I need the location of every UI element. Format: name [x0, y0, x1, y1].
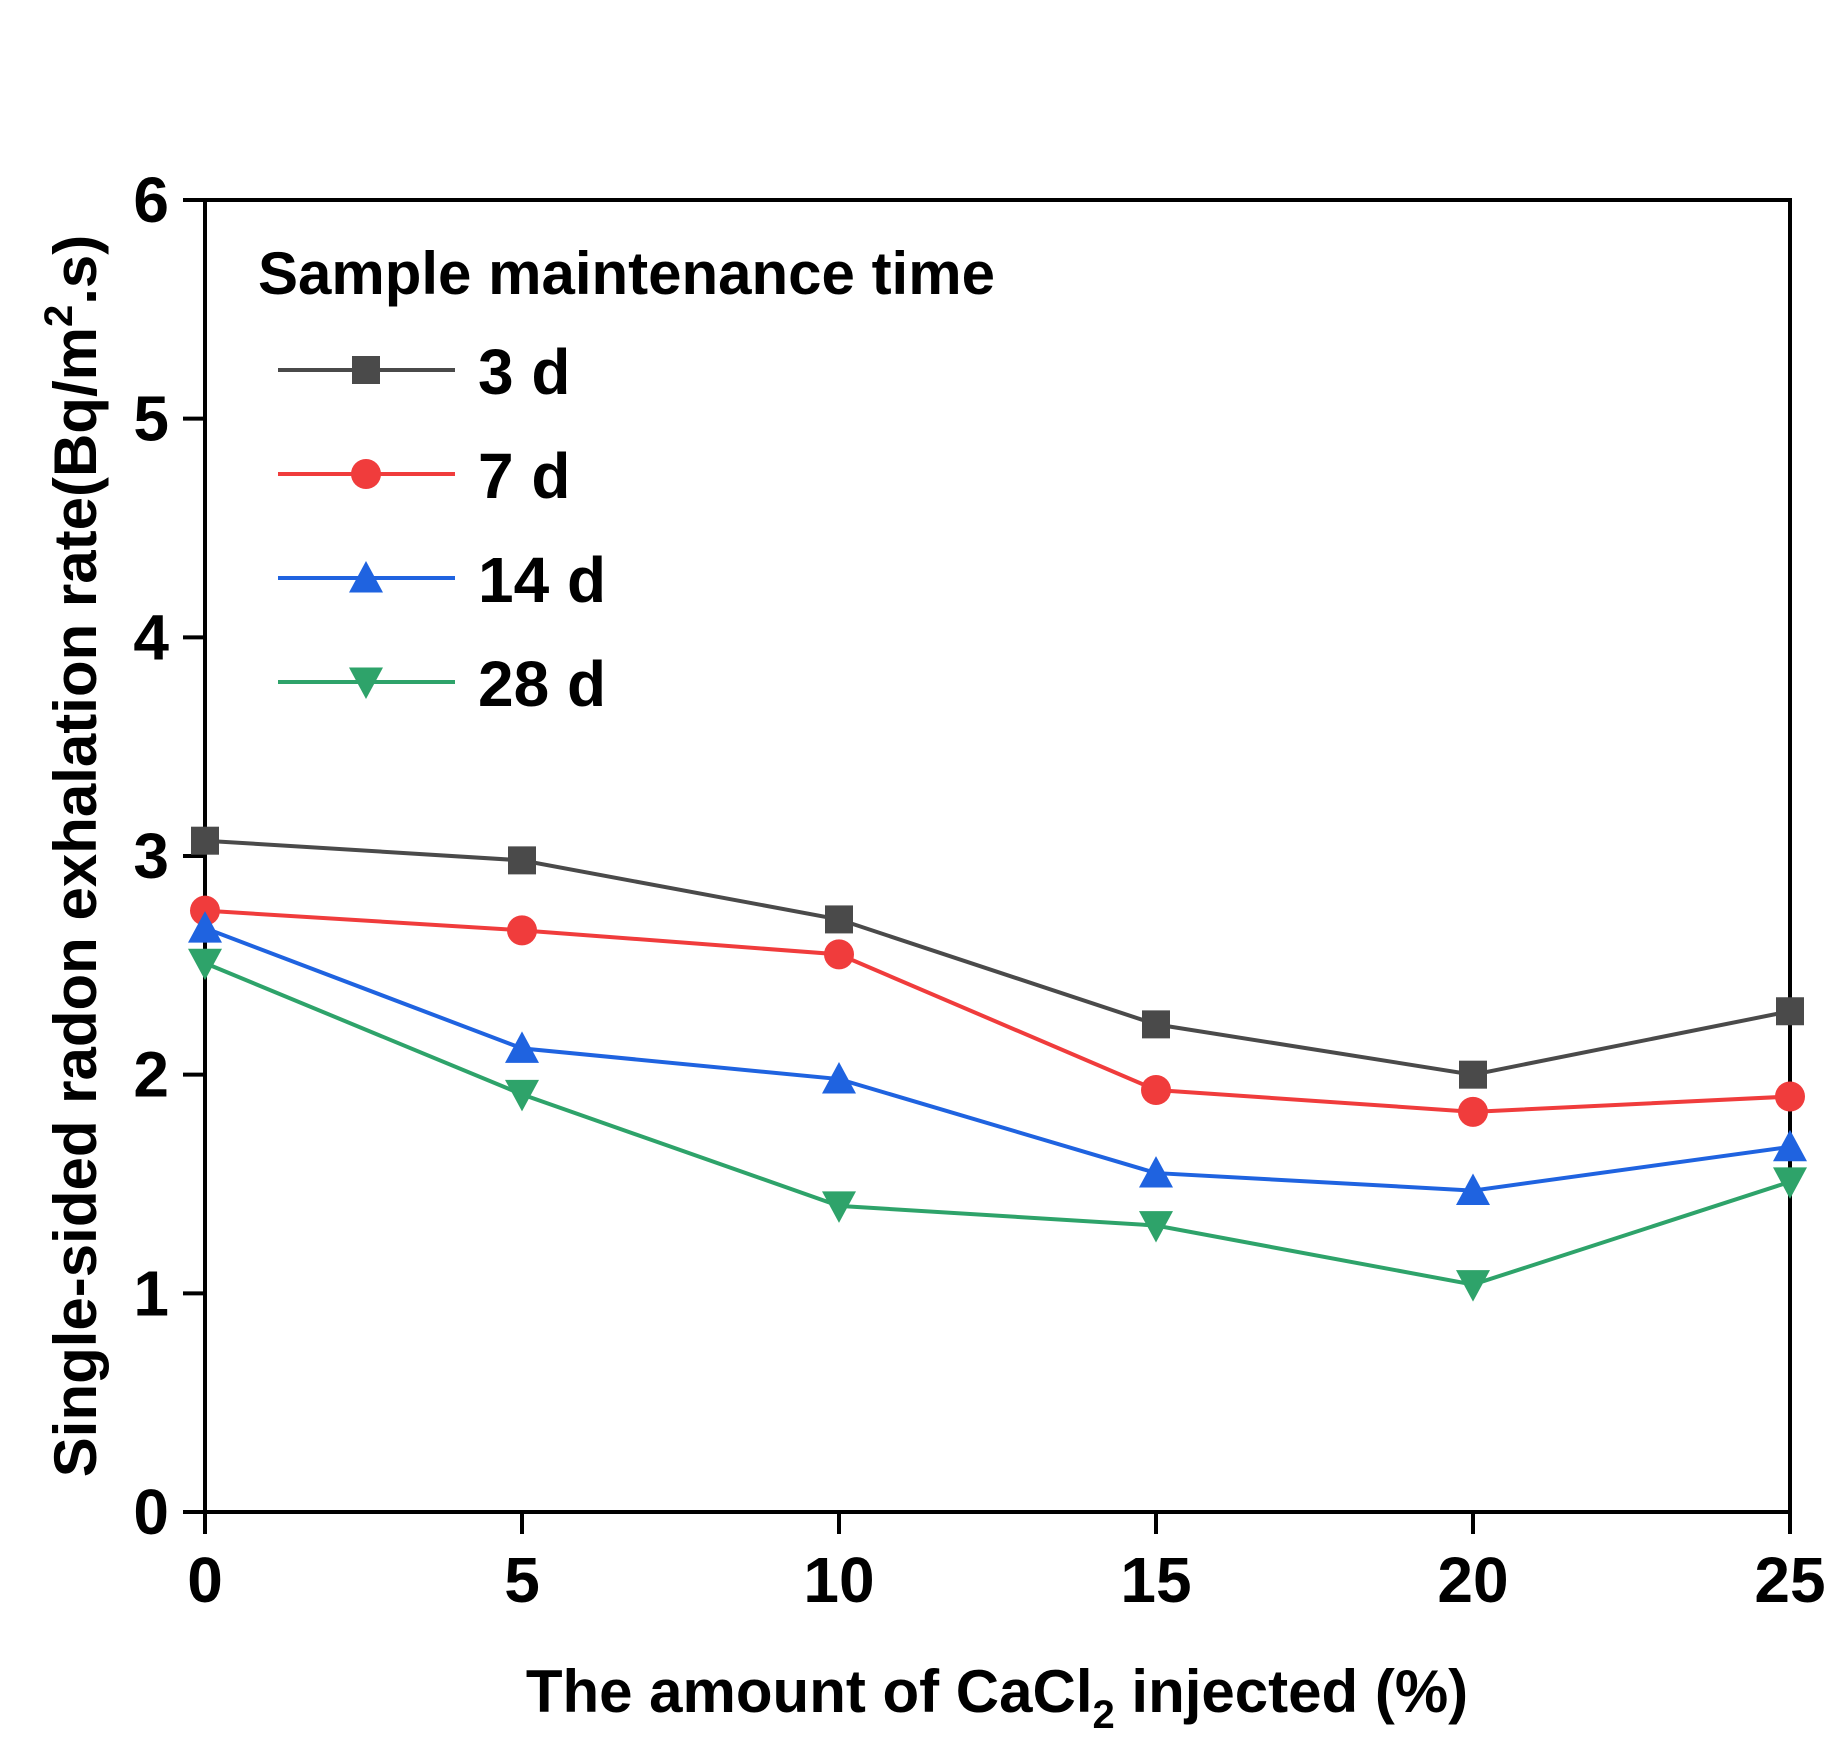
legend-item: 3 d: [278, 336, 570, 408]
legend-label: 7 d: [478, 440, 570, 512]
x-tick-label: 5: [504, 1544, 540, 1616]
y-tick-label: 6: [133, 164, 169, 236]
data-point: [1139, 1211, 1173, 1243]
legend-item: 7 d: [278, 440, 570, 512]
legend-marker: [351, 459, 381, 489]
data-point: [822, 1191, 856, 1223]
y-axis-ticks: 0 1 2 3 4 5 6: [133, 164, 205, 1548]
series-line: [204, 961, 1791, 1287]
x-axis-ticks: 0 5 10 15 20 25: [187, 1512, 1826, 1616]
y-tick-label: 5: [133, 383, 169, 455]
data-point: [1773, 1129, 1807, 1162]
y-axis-title: Single-sided radon exhalation rate(Bq/m2…: [37, 235, 109, 1477]
legend-label: 28 d: [478, 648, 606, 720]
y-tick-label: 1: [133, 1257, 169, 1329]
data-point: [1141, 1074, 1171, 1105]
x-tick-label: 10: [803, 1544, 874, 1616]
y-tick-label: 3: [133, 820, 169, 892]
legend-item: 28 d: [278, 648, 606, 720]
data-point: [1775, 1081, 1805, 1112]
data-point: [1773, 1167, 1807, 1199]
data-point: [191, 826, 219, 855]
series-28-d: [188, 948, 1807, 1302]
data-point: [822, 1062, 856, 1094]
data-point: [190, 895, 220, 926]
series-line: [204, 908, 1791, 1114]
data-point: [508, 846, 536, 875]
data-point: [1458, 1096, 1488, 1127]
legend-marker: [349, 667, 383, 699]
legend-marker: [352, 356, 380, 384]
data-point: [507, 915, 537, 946]
data-point: [1139, 1156, 1173, 1188]
x-tick-label: 25: [1754, 1544, 1825, 1616]
data-point: [1776, 997, 1804, 1026]
data-point: [1456, 1173, 1490, 1206]
legend: Sample maintenance time 3 d 7 d 14 d 28 d: [258, 240, 995, 720]
data-point: [505, 1031, 539, 1063]
data-point: [824, 939, 854, 970]
legend-marker: [349, 561, 383, 593]
data-point: [1459, 1060, 1487, 1089]
x-tick-label: 15: [1120, 1544, 1191, 1616]
data-point: [1142, 1010, 1170, 1039]
y-tick-label: 0: [133, 1476, 169, 1548]
legend-title: Sample maintenance time: [258, 240, 995, 307]
y-tick-label: 2: [133, 1039, 169, 1111]
series-3-d: [191, 826, 1804, 1089]
legend-item: 14 d: [278, 544, 606, 616]
data-point: [188, 911, 222, 943]
series-14-d: [188, 911, 1807, 1206]
data-point: [188, 948, 222, 981]
series-line: [204, 926, 1791, 1193]
series-line: [204, 838, 1791, 1077]
x-tick-label: 0: [187, 1544, 223, 1616]
data-point: [1456, 1270, 1490, 1302]
y-tick-label: 4: [133, 601, 169, 673]
data-point: [825, 905, 853, 934]
x-axis-title: The amount of CaCl2 injected (%): [526, 1658, 1468, 1737]
series-layer: [188, 826, 1807, 1302]
data-point: [505, 1079, 539, 1112]
legend-label: 14 d: [478, 544, 606, 616]
x-tick-label: 20: [1437, 1544, 1508, 1616]
series-7-d: [190, 895, 1805, 1127]
legend-label: 3 d: [478, 336, 570, 408]
